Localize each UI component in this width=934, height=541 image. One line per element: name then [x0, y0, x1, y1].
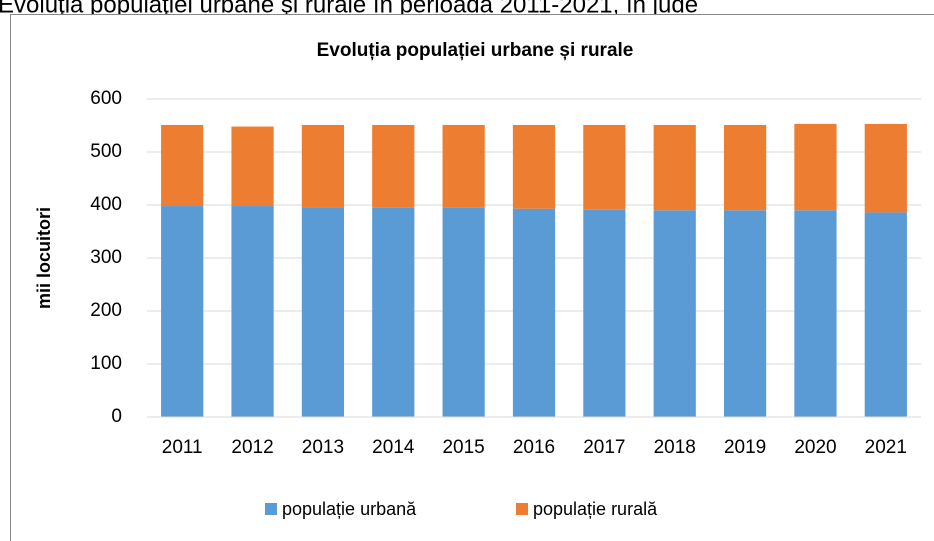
legend-label: populație rurală — [533, 499, 658, 519]
bar-segment — [231, 206, 274, 417]
y-tick-label: 100 — [90, 353, 122, 374]
x-tick-label: 2019 — [724, 437, 766, 458]
legend-swatch — [265, 503, 277, 515]
legend-label: populație urbană — [282, 499, 417, 519]
x-tick-label: 2013 — [302, 437, 344, 458]
bar-segment — [512, 124, 556, 209]
y-tick-label: 400 — [90, 194, 122, 215]
y-tick-label: 500 — [90, 141, 122, 162]
x-tick-label: 2015 — [442, 437, 484, 458]
x-tick-label: 2016 — [513, 437, 555, 458]
bar-segment — [583, 124, 626, 210]
bar-segment — [161, 124, 204, 207]
bar-segment — [301, 207, 345, 417]
y-tick-label: 0 — [111, 406, 122, 427]
x-tick-label: 2011 — [162, 437, 203, 458]
bar-segment — [653, 210, 696, 417]
y-tick-label: 200 — [90, 300, 122, 321]
bar-segment — [372, 207, 415, 417]
bar-segment — [794, 210, 837, 417]
bar-segment — [864, 212, 907, 417]
y-axis-label: mii locuitori — [34, 207, 54, 309]
bar-segment — [301, 124, 345, 208]
x-tick-label: 2017 — [583, 437, 625, 458]
bar-segment — [231, 126, 274, 207]
legend-swatch — [516, 503, 528, 515]
bar-segment — [161, 206, 204, 417]
bar-segment — [794, 123, 837, 211]
bar-segment — [864, 123, 907, 213]
caption: Evoluţia populaţiei urbane şi rurale în … — [0, 0, 698, 18]
chart-title: Evoluția populației urbane și rurale — [317, 40, 634, 61]
bar-segment — [512, 208, 556, 417]
x-tick-label: 2021 — [865, 437, 907, 458]
bar-segment — [442, 207, 485, 417]
bar-segment — [583, 209, 626, 417]
bar-segment — [372, 124, 415, 208]
bar-segment — [653, 124, 696, 211]
x-tick-label: 2014 — [372, 437, 415, 458]
y-tick-label: 600 — [90, 88, 122, 109]
x-tick-label: 2012 — [231, 437, 273, 458]
x-tick-label: 2018 — [654, 437, 696, 458]
bar-segment — [442, 124, 485, 208]
bar-segment — [723, 210, 767, 417]
y-tick-label: 300 — [90, 247, 122, 268]
x-tick-label: 2020 — [794, 437, 836, 458]
bar-segment — [723, 124, 767, 211]
